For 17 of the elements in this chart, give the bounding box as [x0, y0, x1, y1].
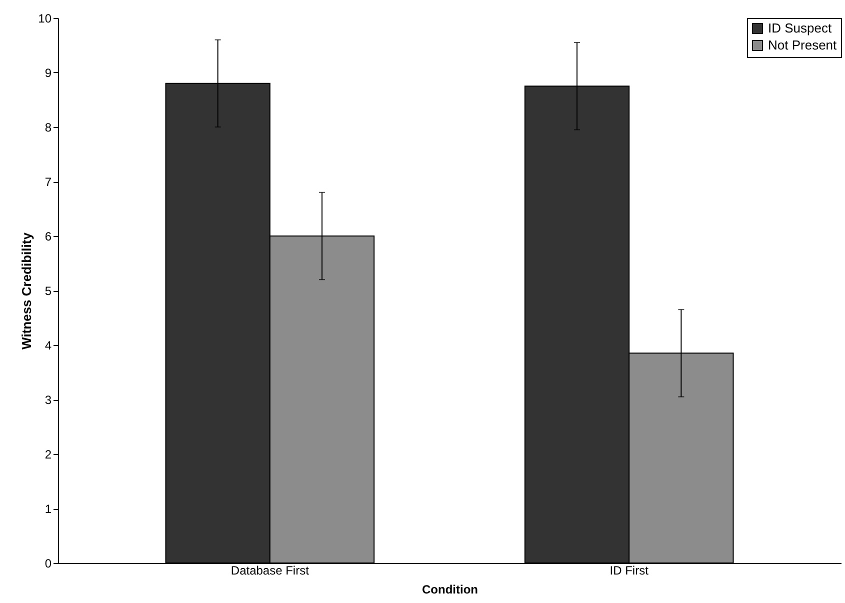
y-tick-label: 6 [44, 230, 52, 244]
y-axis-title: Witness Credibility [19, 232, 34, 350]
x-tick-label: Database First [230, 564, 310, 578]
y-tick-label: 9 [44, 66, 52, 80]
y-tick-label: 2 [44, 448, 52, 462]
legend-label: ID Suspect [768, 20, 832, 36]
y-tick-label: 8 [44, 120, 52, 134]
y-tick-label: 1 [44, 502, 52, 516]
legend-label: Not Present [768, 38, 838, 52]
y-tick-label: 4 [44, 338, 52, 352]
y-tick-label: 10 [38, 12, 52, 26]
x-tick-label: ID First [610, 564, 650, 578]
y-tick-label: 5 [44, 284, 52, 298]
x-axis-title: Condition [422, 582, 478, 596]
y-tick-label: 0 [44, 556, 52, 570]
y-tick-label: 3 [44, 393, 52, 407]
y-tick-label: 7 [44, 175, 52, 189]
